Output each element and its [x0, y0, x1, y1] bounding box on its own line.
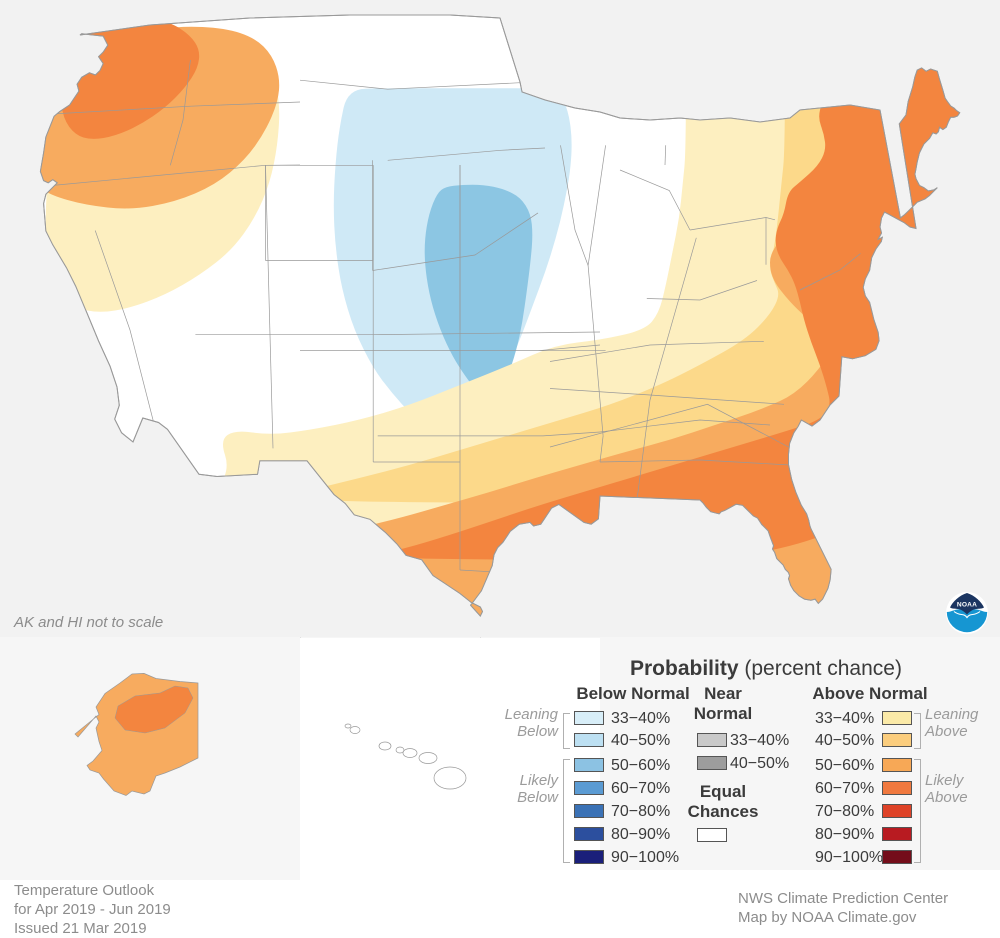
svg-text:NOAA: NOAA — [957, 602, 977, 609]
